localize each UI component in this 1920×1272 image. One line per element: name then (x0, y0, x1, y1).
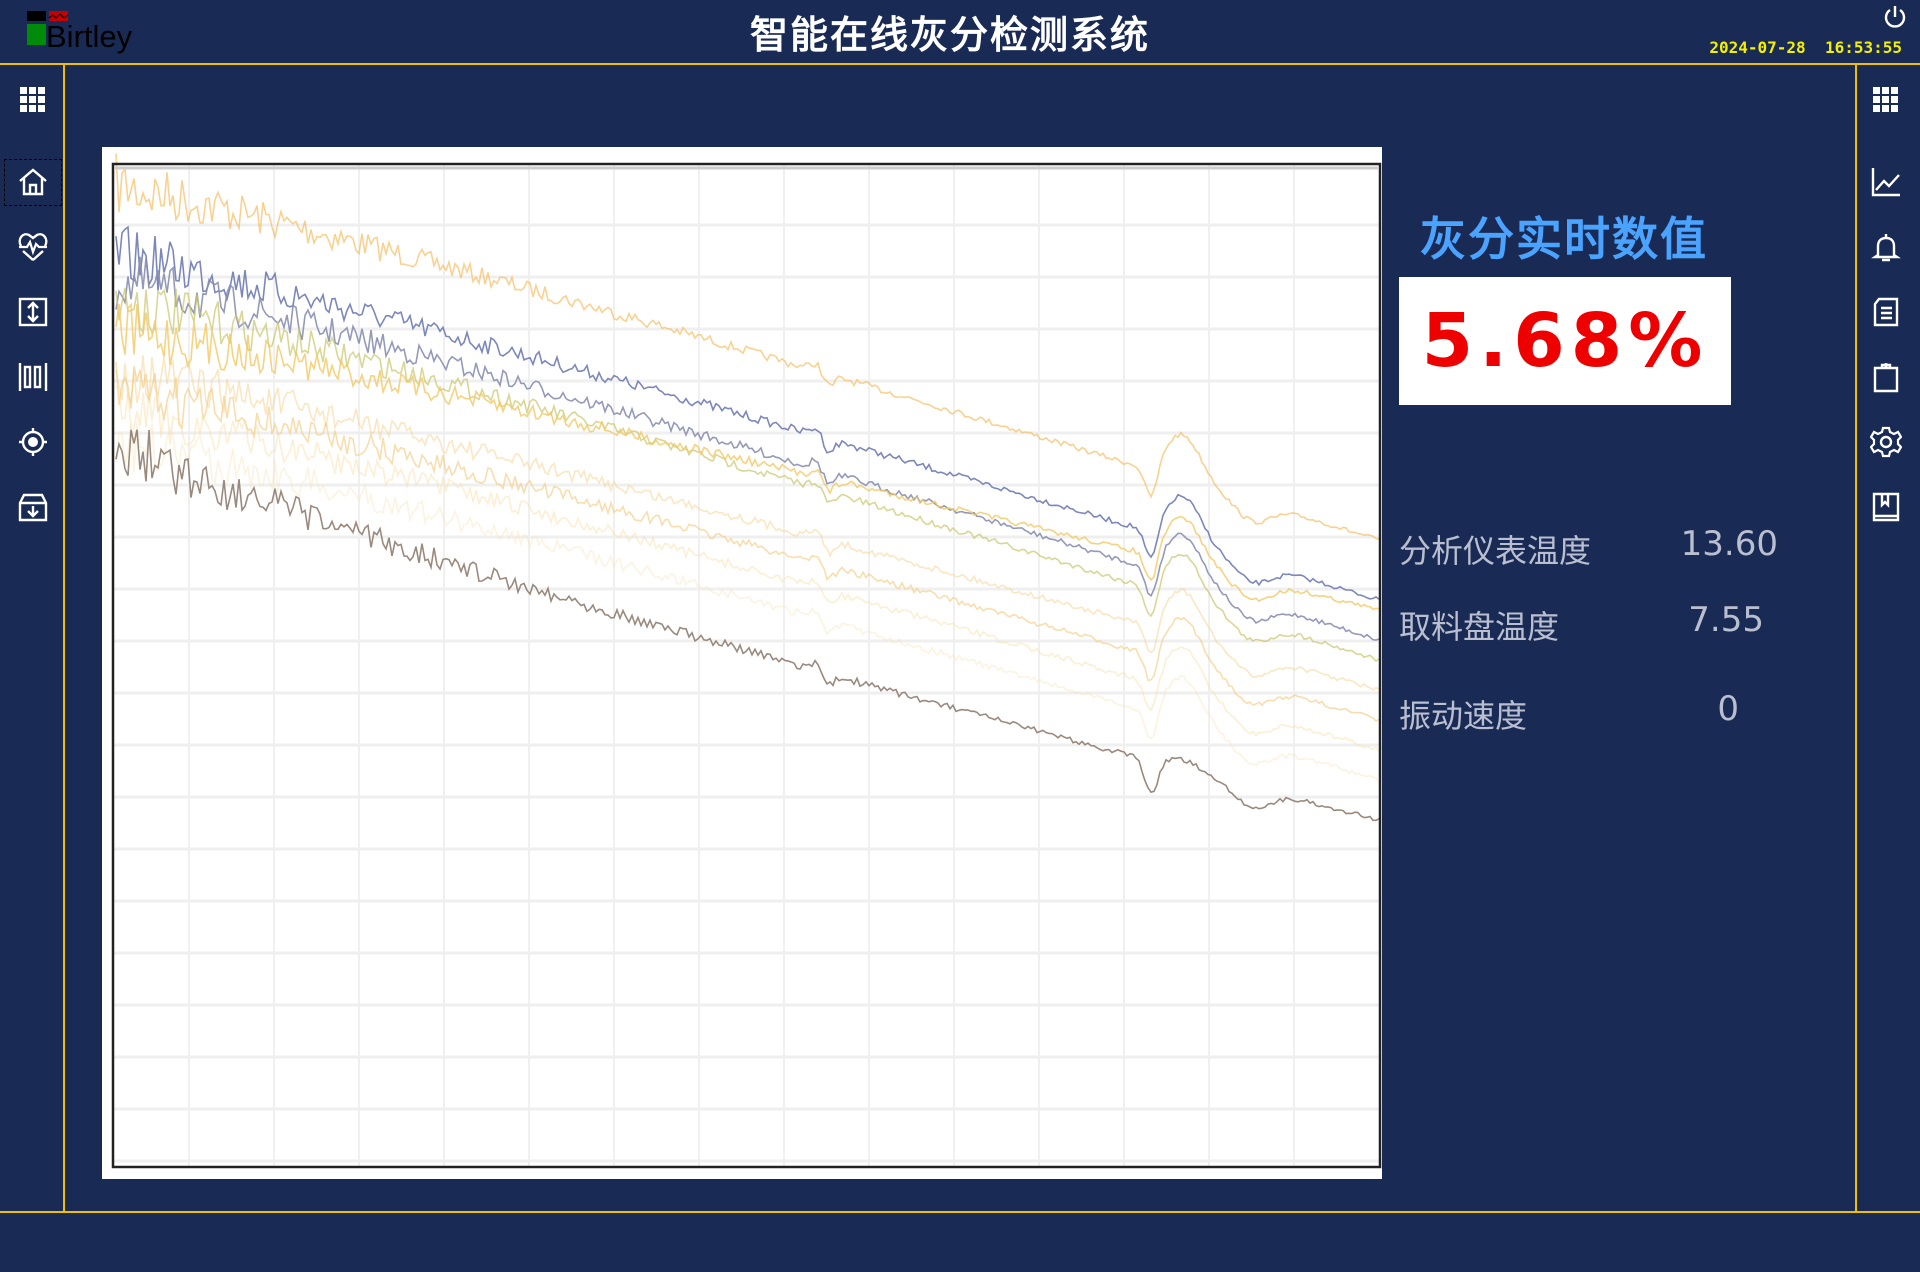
settings-button[interactable] (1869, 425, 1903, 459)
datetime-display: 2024-07-28 16:53:55 (1709, 38, 1902, 57)
analyzer-temperature-value: 13.60 (1680, 524, 1778, 564)
right-menu-button[interactable] (1869, 83, 1903, 117)
spectrum-chart-panel (102, 147, 1382, 1179)
right-sidebar-divider (1855, 64, 1857, 1212)
vertical-resize-icon (18, 297, 48, 327)
power-button[interactable] (1882, 4, 1908, 30)
gear-icon (1870, 426, 1902, 458)
grid-menu-icon (20, 87, 45, 112)
plot-border (111, 162, 1382, 1169)
spectrum-line (115, 256, 1380, 641)
home-icon (19, 168, 47, 196)
left-menu-button[interactable] (16, 83, 50, 117)
bell-icon (1871, 234, 1901, 262)
power-icon (1884, 6, 1906, 28)
archive-button[interactable] (16, 490, 50, 524)
ash-value: 5.68% (1421, 298, 1709, 384)
clipboard-icon (1873, 363, 1899, 393)
barcode-button[interactable] (16, 360, 50, 394)
spectrum-lines (115, 153, 1380, 822)
spectrum-line (115, 385, 1380, 753)
vibration-speed-label: 振动速度 (1399, 697, 1528, 735)
archive-download-icon (18, 493, 48, 522)
spectrum-line (115, 302, 1380, 611)
trend-button[interactable] (1869, 165, 1903, 199)
header-divider (0, 63, 1920, 65)
sampling-tray-temperature-value: 7.55 (1688, 600, 1764, 640)
spectrum-line (115, 429, 1380, 822)
realtime-title: 灰分实时数值 (1420, 212, 1708, 266)
document-icon (1873, 297, 1899, 327)
spectrum-line (115, 153, 1380, 541)
manual-button[interactable] (1869, 490, 1903, 524)
logo-text: Birtley (46, 19, 133, 54)
line-chart-icon (1871, 168, 1900, 197)
spectrum-line (115, 422, 1380, 783)
spectrum-line (115, 225, 1380, 600)
clipboard-button[interactable] (1869, 360, 1903, 394)
ash-value-box: 5.68% (1399, 277, 1731, 405)
chart-grid (114, 165, 1379, 1166)
report-button[interactable] (1869, 295, 1903, 329)
focus-outline (4, 159, 62, 206)
footer-divider (0, 1211, 1920, 1213)
target-button[interactable] (16, 425, 50, 459)
grid-menu-icon (1873, 87, 1898, 112)
home-button[interactable] (16, 165, 50, 199)
alarm-button[interactable] (1869, 230, 1903, 264)
health-button[interactable] (16, 230, 50, 264)
left-sidebar-divider (63, 64, 65, 1212)
heart-pulse-icon (18, 233, 48, 261)
birtley-logo: Birtley (26, 10, 156, 55)
target-icon (19, 428, 47, 456)
spectrum-chart (111, 153, 1382, 1169)
analyzer-temperature-label: 分析仪表温度 (1399, 532, 1592, 570)
barcode-icon (18, 363, 48, 391)
spectrum-line (115, 287, 1380, 663)
page-title: 智能在线灰分检测系统 (749, 13, 1150, 57)
resize-button[interactable] (16, 295, 50, 329)
book-icon (1872, 492, 1900, 522)
vibration-speed-value: 0 (1717, 689, 1739, 729)
spectrum-line (115, 362, 1380, 722)
sampling-tray-temperature-label: 取料盘温度 (1399, 608, 1560, 646)
